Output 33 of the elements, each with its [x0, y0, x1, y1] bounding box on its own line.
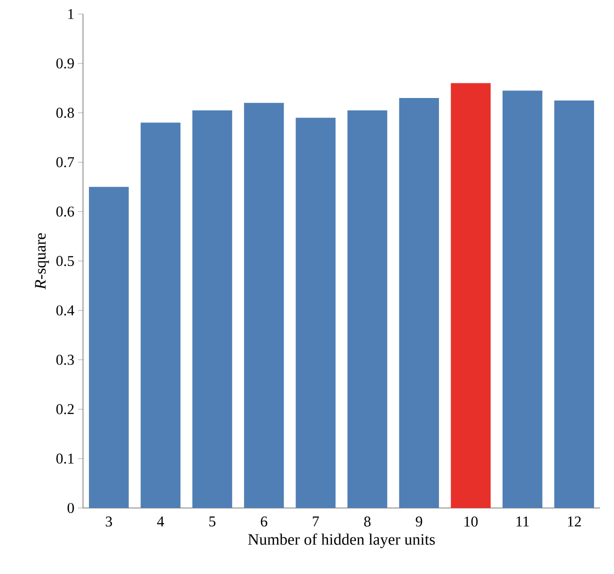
x-axis-title: Number of hidden layer units	[248, 533, 435, 548]
bar	[347, 110, 388, 508]
y-tick-label: 0.4	[56, 305, 74, 316]
bar	[554, 100, 594, 508]
y-tick-label: 0.5	[56, 256, 74, 266]
y-tick-label: 1	[68, 9, 74, 19]
y-tick-label: 0.3	[56, 354, 74, 365]
y-tick-label: 0.9	[56, 58, 74, 68]
y-tick-label: 0.6	[56, 206, 74, 217]
x-tick-label: 6	[260, 516, 268, 527]
bar	[192, 110, 232, 508]
bar	[88, 186, 129, 508]
x-tick-label: 8	[364, 516, 371, 527]
x-tick-label: 10	[464, 516, 478, 527]
bar	[502, 90, 542, 508]
x-tick-label: 5	[209, 516, 216, 526]
y-tick-label: 0.1	[56, 454, 74, 464]
x-tick-label: 7	[312, 516, 319, 526]
x-tick-label: 9	[416, 516, 422, 527]
bar	[399, 98, 439, 508]
bar	[296, 118, 336, 508]
y-axis-title: R-square	[35, 233, 49, 290]
y-tick-label: 0.8	[56, 108, 74, 118]
x-tick-label: 4	[157, 516, 164, 526]
y-tick-label: 0.2	[56, 404, 74, 414]
bar	[450, 83, 491, 508]
bar	[244, 102, 284, 508]
y-tick-label: 0	[68, 502, 74, 514]
x-tick-label: 3	[106, 516, 112, 527]
bar	[140, 122, 180, 508]
x-tick-label: 12	[568, 516, 581, 526]
y-tick-label: 0.7	[56, 157, 74, 168]
x-tick-label: 11	[516, 516, 529, 526]
